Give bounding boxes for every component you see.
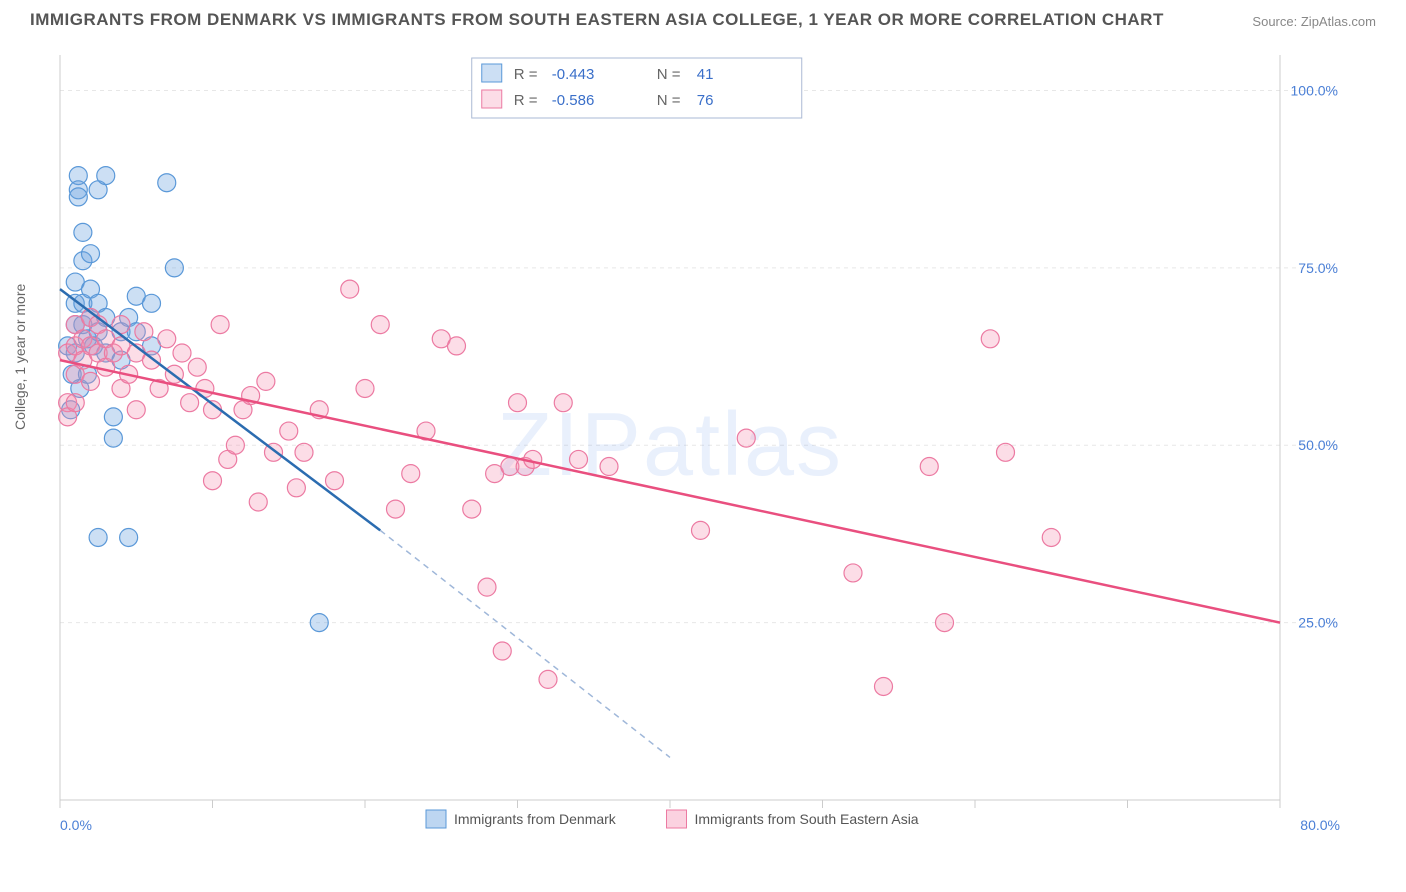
- data-point: [1042, 528, 1060, 546]
- svg-text:76: 76: [697, 92, 714, 109]
- y-axis-label: College, 1 year or more: [12, 284, 28, 430]
- data-point: [69, 188, 87, 206]
- source-attribution: Source: ZipAtlas.com: [1252, 14, 1376, 29]
- data-point: [463, 500, 481, 518]
- data-point: [158, 174, 176, 192]
- svg-text:75.0%: 75.0%: [1298, 260, 1338, 276]
- data-point: [737, 429, 755, 447]
- data-point: [539, 670, 557, 688]
- data-point: [936, 614, 954, 632]
- data-point: [570, 450, 588, 468]
- data-point: [211, 316, 229, 334]
- data-point: [143, 294, 161, 312]
- data-point: [310, 614, 328, 632]
- data-point: [509, 394, 527, 412]
- data-point: [135, 323, 153, 341]
- data-point: [692, 521, 710, 539]
- data-point: [981, 330, 999, 348]
- data-point: [165, 259, 183, 277]
- svg-text:41: 41: [697, 66, 714, 83]
- data-point: [249, 493, 267, 511]
- data-point: [448, 337, 466, 355]
- data-point: [478, 578, 496, 596]
- chart-area: 0.0% 80.0% 25.0% 50.0% 75.0% 100.0% ZIPatlas R …: [50, 40, 1340, 840]
- data-point: [920, 458, 938, 476]
- data-point: [82, 245, 100, 263]
- svg-text:R =: R =: [514, 66, 538, 83]
- data-point: [371, 316, 389, 334]
- data-point: [287, 479, 305, 497]
- data-point: [158, 330, 176, 348]
- data-point: [82, 372, 100, 390]
- svg-text:R =: R =: [514, 92, 538, 109]
- data-point: [97, 167, 115, 185]
- svg-text:N =: N =: [657, 92, 681, 109]
- legend-swatch: [667, 810, 687, 828]
- svg-text:80.0%: 80.0%: [1300, 817, 1340, 833]
- source-label: Source:: [1252, 14, 1297, 29]
- data-point: [181, 394, 199, 412]
- data-point: [66, 394, 84, 412]
- svg-text:ZIPatlas: ZIPatlas: [497, 395, 843, 495]
- svg-text:0.0%: 0.0%: [60, 817, 92, 833]
- data-point: [844, 564, 862, 582]
- svg-text:100.0%: 100.0%: [1291, 82, 1338, 98]
- data-point: [875, 677, 893, 695]
- svg-text:-0.443: -0.443: [552, 66, 595, 83]
- data-point: [402, 465, 420, 483]
- svg-text:N =: N =: [657, 66, 681, 83]
- data-point: [493, 642, 511, 660]
- scatter-chart: 0.0% 80.0% 25.0% 50.0% 75.0% 100.0% ZIPatlas R …: [50, 40, 1340, 840]
- series-legend: Immigrants from Denmark Immigrants from S…: [426, 810, 919, 828]
- data-point: [280, 422, 298, 440]
- data-point: [104, 408, 122, 426]
- data-point: [257, 372, 275, 390]
- regression-extrapolation: [380, 530, 670, 757]
- legend-swatch: [426, 810, 446, 828]
- data-point: [387, 500, 405, 518]
- data-point: [89, 528, 107, 546]
- source-link[interactable]: ZipAtlas.com: [1301, 14, 1376, 29]
- data-point: [341, 280, 359, 298]
- data-point: [326, 472, 344, 490]
- data-point: [600, 458, 618, 476]
- svg-text:-0.586: -0.586: [552, 92, 595, 109]
- data-point: [188, 358, 206, 376]
- data-point: [104, 429, 122, 447]
- data-point: [74, 223, 92, 241]
- legend-label: Immigrants from South Eastern Asia: [695, 811, 919, 827]
- legend-label: Immigrants from Denmark: [454, 811, 617, 827]
- data-point: [173, 344, 191, 362]
- data-point: [554, 394, 572, 412]
- data-point: [295, 443, 313, 461]
- data-point: [120, 528, 138, 546]
- svg-text:50.0%: 50.0%: [1298, 437, 1338, 453]
- data-point: [226, 436, 244, 454]
- data-point: [356, 379, 374, 397]
- data-point: [127, 401, 145, 419]
- svg-text:25.0%: 25.0%: [1298, 615, 1338, 631]
- stats-legend: R = -0.443 N = 41 R = -0.586 N = 76: [472, 58, 802, 118]
- data-point: [997, 443, 1015, 461]
- data-point: [204, 472, 222, 490]
- chart-title: IMMIGRANTS FROM DENMARK VS IMMIGRANTS FR…: [30, 10, 1164, 30]
